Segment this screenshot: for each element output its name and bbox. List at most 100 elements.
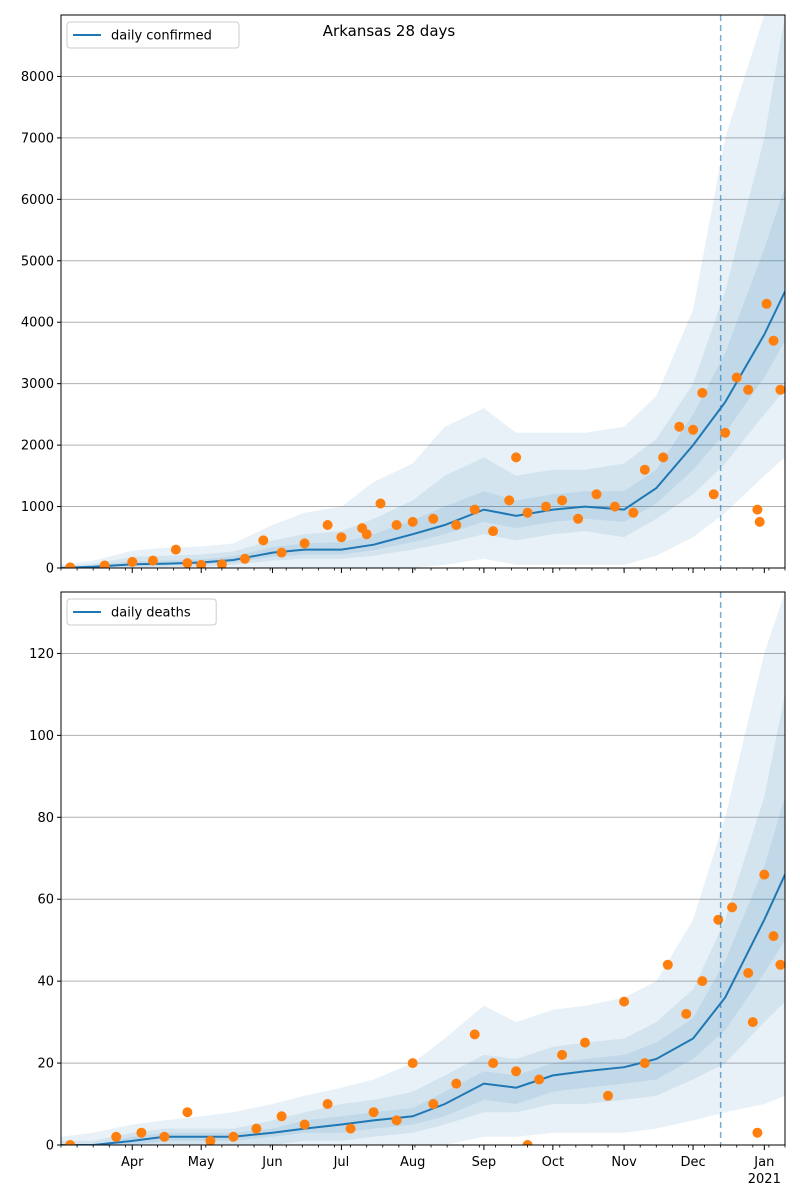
x-tick-label: Dec (680, 1155, 705, 1170)
data-point (557, 1049, 568, 1060)
data-point (754, 516, 765, 527)
data-point (628, 507, 639, 518)
x-tick-label: Apr (121, 1155, 144, 1170)
data-point (196, 559, 207, 568)
data-point (743, 968, 754, 978)
data-point (428, 513, 439, 524)
data-point (391, 520, 402, 530)
legend-box (66, 598, 217, 626)
data-point (504, 495, 515, 506)
data-point (99, 560, 110, 568)
legend: daily deaths (66, 598, 217, 626)
data-point (276, 1111, 287, 1122)
data-point (407, 516, 418, 527)
uncertainty-band-1 (61, 15, 785, 568)
legend-label: daily confirmed (111, 29, 212, 44)
axes-frame (60, 591, 786, 1146)
x-tick-label: Sep (472, 1155, 497, 1170)
data-point (759, 869, 770, 880)
data-point (228, 1131, 239, 1142)
data-point (428, 1099, 439, 1109)
data-point (216, 559, 227, 568)
data-point (182, 1107, 193, 1118)
x-tick-label: Jun (261, 1155, 282, 1170)
data-point (752, 504, 763, 515)
data-point (322, 1099, 333, 1109)
data-point (522, 507, 533, 518)
data-point (336, 532, 347, 543)
data-point (469, 504, 480, 515)
data-point (299, 538, 310, 549)
series-line (61, 874, 785, 1145)
data-point (522, 1140, 533, 1145)
data-point (239, 553, 250, 564)
data-point (743, 384, 754, 395)
axes-frame (60, 14, 786, 569)
data-point (761, 298, 772, 309)
y-tick-label: 2000 (21, 439, 54, 454)
data-point (65, 562, 76, 568)
data-point (451, 1078, 462, 1089)
y-tick-label: 20 (37, 1057, 54, 1072)
x-tick-label: Jan (753, 1155, 774, 1170)
confirmed-panel: 0 1000 2000 3000 4000 5000 6000 7000 8000 Arkansa… (21, 14, 786, 577)
data-point (361, 529, 372, 540)
data-point (603, 1090, 613, 1101)
data-point (697, 976, 708, 987)
data-point (322, 520, 333, 530)
x-tick-label: Aug (400, 1155, 425, 1170)
data-point (258, 535, 269, 546)
data-point (747, 1017, 758, 1028)
y-tick-label: 3000 (21, 377, 54, 392)
y-tick-label: 5000 (21, 254, 54, 269)
data-point (697, 387, 708, 398)
legend: daily confirmed (66, 21, 240, 49)
data-point (469, 1029, 480, 1040)
data-point (681, 1008, 692, 1019)
data-point (609, 501, 620, 512)
data-point (205, 1135, 216, 1145)
data-point (136, 1127, 147, 1138)
y-tick-label: 8000 (21, 70, 54, 85)
data-point (688, 424, 699, 435)
data-point (619, 996, 630, 1007)
chart-title: Arkansas 28 days (323, 22, 456, 40)
data-point (580, 1037, 590, 1048)
data-point (391, 1115, 402, 1126)
plot-area (61, 15, 785, 568)
data-point (368, 1107, 379, 1118)
data-point (591, 489, 602, 500)
data-point (674, 421, 685, 432)
data-point (713, 914, 724, 925)
data-point (147, 555, 158, 566)
data-point (541, 501, 551, 512)
y-tick-label: 120 (29, 647, 54, 662)
y-tick-label: 100 (29, 729, 54, 744)
y-tick-label: 7000 (21, 131, 54, 146)
y-tick-label: 40 (37, 975, 54, 990)
data-point (345, 1123, 356, 1134)
y-tick-label: 4000 (21, 316, 54, 331)
data-point (170, 544, 181, 555)
data-point (488, 526, 499, 537)
data-point (775, 959, 785, 970)
uncertainty-band-1 (61, 592, 785, 1145)
data-point (276, 547, 287, 558)
data-point (488, 1058, 499, 1069)
data-point (299, 1119, 310, 1130)
data-point (407, 1058, 418, 1069)
data-point (573, 513, 584, 524)
x-tick-label: Jul (333, 1155, 350, 1170)
data-point (731, 372, 742, 383)
data-point (768, 931, 779, 942)
data-point (251, 1123, 262, 1134)
y-tick-label: 0 (46, 562, 54, 577)
year-label: 2021 (748, 1172, 781, 1187)
plot-area (61, 592, 785, 1145)
data-point (658, 452, 669, 463)
data-point (775, 384, 785, 395)
data-point (662, 959, 673, 970)
y-tick-label: 60 (37, 893, 54, 908)
data-point (511, 452, 522, 463)
